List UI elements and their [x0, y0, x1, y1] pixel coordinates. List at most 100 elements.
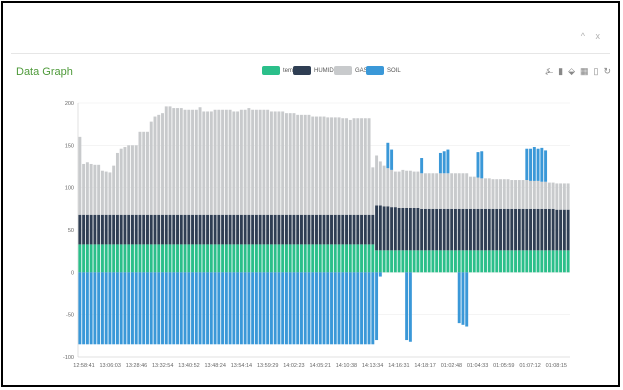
bar-gas[interactable]	[157, 114, 161, 215]
bar-soil[interactable]	[209, 272, 213, 345]
bar-temp[interactable]	[303, 244, 307, 273]
bar-humidity[interactable]	[472, 208, 476, 251]
bar-humidity[interactable]	[78, 214, 82, 245]
bar-soil[interactable]	[446, 149, 450, 174]
bar-gas[interactable]	[450, 173, 454, 209]
bar-soil[interactable]	[217, 272, 221, 345]
bar-soil[interactable]	[277, 272, 281, 345]
bar-humidity[interactable]	[382, 206, 386, 251]
bar-humidity[interactable]	[239, 214, 243, 245]
bar-gas[interactable]	[427, 173, 431, 209]
bar-temp[interactable]	[161, 244, 164, 273]
bar-humidity[interactable]	[465, 208, 469, 251]
bar-temp[interactable]	[239, 244, 243, 273]
bar-humidity[interactable]	[502, 208, 506, 251]
bar-temp[interactable]	[243, 244, 247, 273]
bar-temp[interactable]	[209, 244, 213, 273]
bar-soil[interactable]	[315, 272, 318, 345]
bar-soil[interactable]	[273, 272, 277, 345]
bar-gas[interactable]	[423, 173, 427, 209]
bar-soil[interactable]	[262, 272, 266, 345]
bar-gas[interactable]	[221, 109, 225, 215]
bar-temp[interactable]	[273, 244, 277, 273]
bar-temp[interactable]	[487, 250, 491, 273]
bar-humidity[interactable]	[491, 208, 495, 251]
bar-humidity[interactable]	[348, 214, 352, 245]
bar-gas[interactable]	[206, 111, 210, 215]
bar-gas[interactable]	[123, 147, 127, 215]
bar-temp[interactable]	[525, 250, 529, 273]
bar-gas[interactable]	[187, 109, 191, 215]
bar-gas[interactable]	[93, 164, 97, 215]
bar-humidity[interactable]	[412, 207, 416, 251]
bar-gas[interactable]	[112, 165, 116, 215]
bar-soil[interactable]	[529, 148, 533, 181]
bar-temp[interactable]	[326, 244, 330, 273]
bar-humidity[interactable]	[461, 208, 465, 251]
bar-gas[interactable]	[352, 118, 356, 215]
bar-gas[interactable]	[472, 176, 476, 209]
bar-humidity[interactable]	[213, 214, 217, 245]
bar-soil[interactable]	[149, 272, 153, 345]
bar-humidity[interactable]	[469, 208, 472, 251]
bar-soil[interactable]	[442, 151, 446, 174]
bar-temp[interactable]	[134, 244, 138, 273]
bar-temp[interactable]	[300, 244, 303, 273]
bar-gas[interactable]	[277, 111, 281, 215]
bar-humidity[interactable]	[164, 214, 168, 245]
bar-humidity[interactable]	[551, 208, 555, 251]
bar-temp[interactable]	[416, 250, 420, 273]
bar-gas[interactable]	[100, 170, 104, 215]
bar-soil[interactable]	[228, 272, 232, 345]
bar-soil[interactable]	[191, 272, 195, 345]
bar-gas[interactable]	[371, 167, 375, 215]
bar-soil[interactable]	[194, 272, 198, 345]
bar-humidity[interactable]	[525, 208, 529, 251]
bar-temp[interactable]	[206, 244, 210, 273]
bar-soil[interactable]	[224, 272, 228, 345]
bar-humidity[interactable]	[146, 214, 149, 245]
bar-humidity[interactable]	[138, 214, 142, 245]
bar-temp[interactable]	[82, 244, 86, 273]
bar-gas[interactable]	[326, 117, 330, 215]
bar-humidity[interactable]	[517, 208, 521, 251]
bar-humidity[interactable]	[529, 208, 533, 251]
bar-humidity[interactable]	[416, 207, 420, 251]
bar-temp[interactable]	[277, 244, 281, 273]
bar-humidity[interactable]	[487, 208, 491, 251]
bar-temp[interactable]	[363, 244, 367, 273]
bar-temp[interactable]	[85, 244, 89, 273]
bar-soil[interactable]	[360, 272, 364, 345]
bar-gas[interactable]	[510, 180, 514, 209]
bar-soil[interactable]	[134, 272, 138, 345]
bar-humidity[interactable]	[352, 214, 356, 245]
bar-humidity[interactable]	[296, 214, 300, 245]
bar-gas[interactable]	[465, 173, 469, 209]
bar-humidity[interactable]	[149, 214, 153, 245]
bar-soil[interactable]	[187, 272, 191, 345]
bar-temp[interactable]	[221, 244, 225, 273]
bar-soil[interactable]	[525, 148, 529, 181]
bar-humidity[interactable]	[450, 208, 454, 251]
bar-gas[interactable]	[281, 111, 285, 215]
bar-temp[interactable]	[322, 244, 326, 273]
bar-soil[interactable]	[243, 272, 247, 345]
bar-gas[interactable]	[529, 180, 533, 209]
bar-temp[interactable]	[251, 244, 255, 273]
bar-gas[interactable]	[224, 109, 228, 215]
bar-humidity[interactable]	[172, 214, 176, 245]
bar-temp[interactable]	[390, 250, 394, 273]
bar-temp[interactable]	[93, 244, 97, 273]
bar-humidity[interactable]	[191, 214, 195, 245]
bar-gas[interactable]	[303, 114, 307, 215]
bar-gas[interactable]	[262, 109, 266, 215]
bar-temp[interactable]	[311, 244, 315, 273]
bar-soil[interactable]	[119, 272, 123, 345]
bar-temp[interactable]	[281, 244, 285, 273]
bar-humidity[interactable]	[262, 214, 266, 245]
bar-temp[interactable]	[506, 250, 510, 273]
bar-temp[interactable]	[254, 244, 258, 273]
bar-soil[interactable]	[476, 152, 480, 178]
bar-gas[interactable]	[288, 113, 292, 215]
bar-temp[interactable]	[318, 244, 322, 273]
